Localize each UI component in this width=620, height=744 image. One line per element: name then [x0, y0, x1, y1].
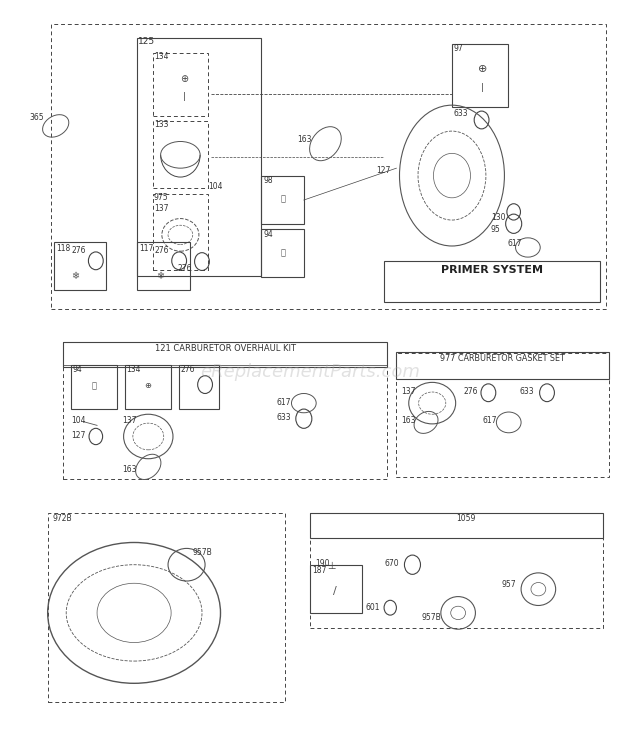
- Text: ❄: ❄: [157, 271, 165, 280]
- Text: 98: 98: [263, 176, 273, 185]
- Text: 957B: 957B: [421, 613, 441, 622]
- Text: 187: 187: [312, 566, 327, 575]
- Text: 130: 130: [491, 213, 505, 222]
- Text: 118: 118: [56, 244, 71, 253]
- Text: 957B: 957B: [193, 548, 213, 557]
- Text: 977 CARBURETOR GASKET SET: 977 CARBURETOR GASKET SET: [440, 354, 565, 363]
- Text: 601: 601: [366, 603, 380, 612]
- Text: ⊕: ⊕: [478, 64, 487, 74]
- Text: 134: 134: [126, 365, 141, 373]
- Text: 94: 94: [263, 230, 273, 239]
- Text: 276: 276: [463, 387, 477, 396]
- Text: 972B: 972B: [52, 514, 72, 523]
- Text: 125: 125: [138, 37, 156, 46]
- Text: PRIMER SYSTEM: PRIMER SYSTEM: [441, 265, 543, 275]
- Text: |: |: [481, 83, 484, 92]
- Text: 137: 137: [401, 387, 415, 396]
- Text: 133: 133: [154, 120, 169, 129]
- Text: 137: 137: [154, 204, 169, 213]
- Text: 127: 127: [71, 432, 86, 440]
- Text: |: |: [183, 92, 185, 100]
- Text: 95: 95: [491, 225, 500, 234]
- Text: 94: 94: [73, 365, 82, 373]
- Text: ❄: ❄: [71, 271, 79, 280]
- Text: 134: 134: [154, 52, 169, 61]
- Text: 617: 617: [508, 239, 522, 248]
- Text: 276: 276: [178, 264, 192, 273]
- Text: 137: 137: [122, 417, 136, 426]
- Text: 121 CARBURETOR OVERHAUL KIT: 121 CARBURETOR OVERHAUL KIT: [155, 344, 296, 353]
- Text: 190: 190: [315, 559, 329, 568]
- Text: 365: 365: [29, 113, 44, 122]
- Text: 633: 633: [276, 413, 291, 422]
- Text: ⊕: ⊕: [144, 382, 151, 391]
- Text: 97: 97: [453, 44, 463, 53]
- Text: 🔩: 🔩: [92, 382, 97, 391]
- Text: 670: 670: [384, 559, 399, 568]
- Text: 276: 276: [154, 246, 169, 255]
- Text: 104: 104: [208, 182, 223, 190]
- Text: 1059: 1059: [456, 514, 476, 523]
- Text: ⊕: ⊕: [180, 74, 188, 84]
- Text: 633: 633: [520, 387, 534, 396]
- Text: ⊥: ⊥: [327, 561, 336, 571]
- Text: 117: 117: [140, 244, 154, 253]
- Text: 163: 163: [401, 417, 415, 426]
- Text: 127: 127: [377, 166, 391, 175]
- Text: 975: 975: [154, 193, 169, 202]
- Text: 276: 276: [180, 365, 195, 373]
- Text: 🔩: 🔩: [280, 248, 285, 257]
- Text: 957: 957: [502, 580, 516, 589]
- Text: /: /: [333, 586, 337, 597]
- Text: 633: 633: [454, 109, 469, 118]
- Text: 617: 617: [483, 417, 497, 426]
- Text: 163: 163: [298, 135, 312, 144]
- Text: eReplacementParts.com: eReplacementParts.com: [200, 363, 420, 381]
- Text: 276: 276: [71, 246, 86, 255]
- Text: 🔩: 🔩: [280, 194, 285, 204]
- Text: 617: 617: [276, 398, 291, 407]
- Text: 104: 104: [71, 417, 86, 426]
- Text: 163: 163: [122, 465, 136, 474]
